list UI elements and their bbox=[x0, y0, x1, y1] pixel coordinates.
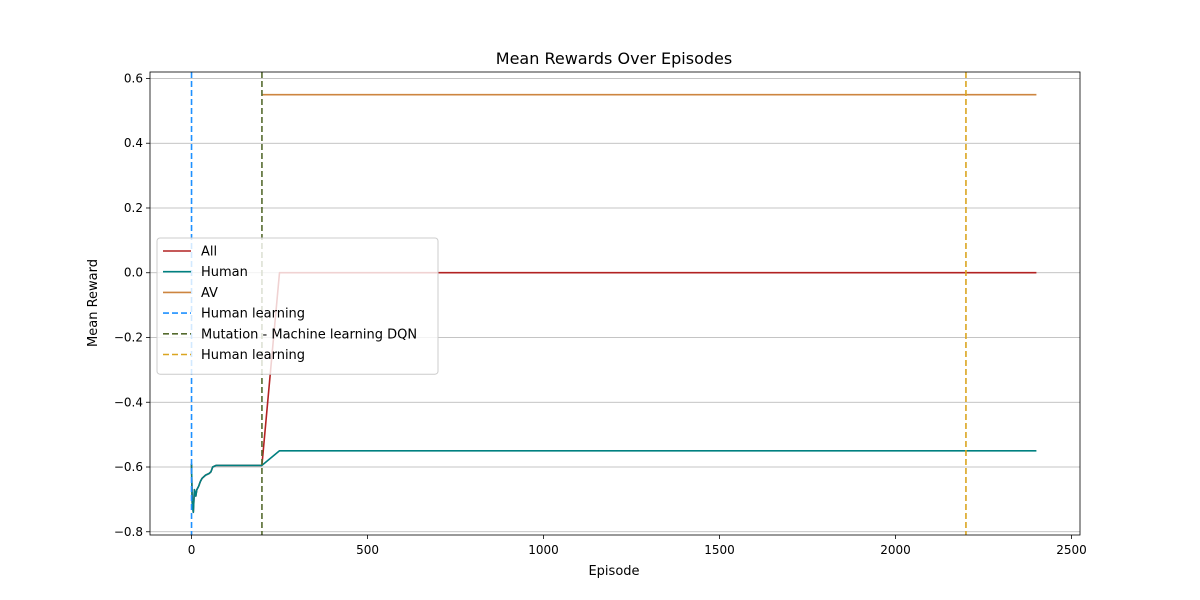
plot-area bbox=[190, 72, 1037, 535]
y-tick-label: −0.2 bbox=[114, 330, 143, 344]
y-tick-label: −0.4 bbox=[114, 395, 143, 409]
legend-label: Human learning bbox=[201, 348, 305, 363]
legend-label: Human learning bbox=[201, 307, 305, 322]
x-tick-label: 2500 bbox=[1056, 543, 1087, 557]
x-tick-label: 2000 bbox=[880, 543, 911, 557]
legend-label: AV bbox=[201, 286, 218, 301]
x-tick-label: 0 bbox=[188, 543, 196, 557]
x-tick-label: 1500 bbox=[704, 543, 735, 557]
legend-label: All bbox=[201, 245, 217, 260]
y-tick-label: 0.4 bbox=[124, 136, 143, 150]
axis-layer: 0 500 1000 1500 2000 2500 −0.8 −0.6 −0.4 −0.2 0.0 0… bbox=[114, 71, 1087, 557]
legend-label: Human bbox=[201, 265, 248, 280]
y-tick-label: −0.6 bbox=[114, 460, 143, 474]
y-axis-label: Mean Reward bbox=[86, 259, 101, 347]
y-tick-label: 0.0 bbox=[124, 266, 143, 280]
plot-frame bbox=[149, 71, 1081, 536]
legend: All Human AV Human learning Mutation - Machi… bbox=[156, 237, 439, 375]
x-tick-label: 1000 bbox=[528, 543, 559, 557]
y-tick-label: −0.8 bbox=[114, 525, 143, 539]
y-tick-label: 0.6 bbox=[124, 71, 143, 85]
legend-box bbox=[156, 237, 439, 375]
series-line-human bbox=[190, 450, 1037, 514]
y-tick-label: 0.2 bbox=[124, 201, 143, 215]
legend-label: Mutation - Machine learning DQN bbox=[201, 327, 417, 342]
x-tick-label: 500 bbox=[356, 543, 379, 557]
chart-title: Mean Rewards Over Episodes bbox=[496, 49, 732, 68]
x-axis-label: Episode bbox=[588, 564, 639, 579]
